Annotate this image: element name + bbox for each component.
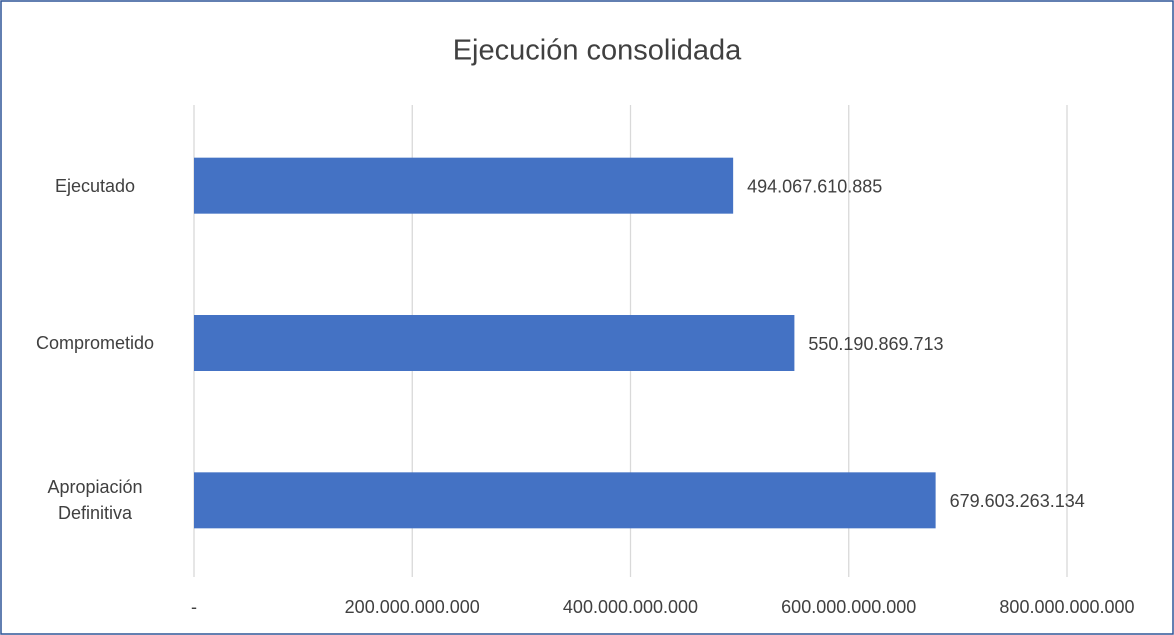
data-label: 494.067.610.885 xyxy=(747,176,882,196)
bar xyxy=(194,472,936,529)
x-tick-label: 800.000.000.000 xyxy=(999,597,1134,617)
x-tick-label: - xyxy=(191,597,197,617)
data-label: 679.603.263.134 xyxy=(950,491,1085,511)
data-label: 550.190.869.713 xyxy=(808,334,943,354)
y-tick-label: Ejecutado xyxy=(54,175,136,196)
y-tick-label: Apropiación Definitiva xyxy=(47,477,143,524)
bar xyxy=(194,315,795,371)
bar xyxy=(194,157,734,214)
x-tick-label: 600.000.000.000 xyxy=(781,597,916,617)
x-tick-label: 400.000.000.000 xyxy=(563,597,698,617)
y-tick-label: Comprometido xyxy=(35,333,155,353)
x-tick-label: 200.000.000.000 xyxy=(345,597,480,617)
chart-title: Ejecución consolidada xyxy=(453,35,742,67)
